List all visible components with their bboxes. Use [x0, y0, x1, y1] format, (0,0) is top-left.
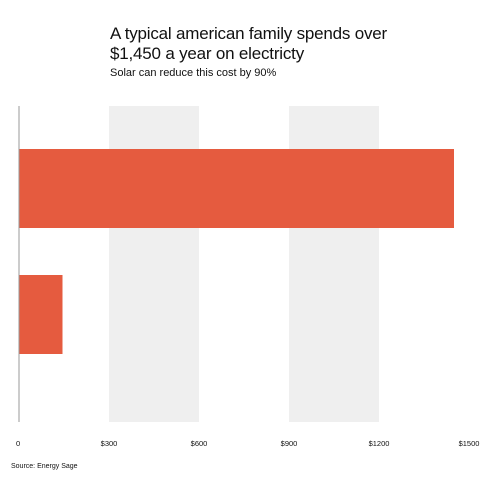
- x-tick-label: $300: [101, 439, 118, 448]
- x-tick-label: $900: [281, 439, 298, 448]
- bar-2: [19, 275, 63, 354]
- x-tick-label: $600: [191, 439, 208, 448]
- x-tick-label: 0: [16, 439, 20, 448]
- x-tick-label: $1500: [459, 439, 480, 448]
- source-note: Source: Energy Sage: [11, 462, 78, 471]
- bar-1: [19, 149, 454, 228]
- x-tick-label: $1200: [369, 439, 390, 448]
